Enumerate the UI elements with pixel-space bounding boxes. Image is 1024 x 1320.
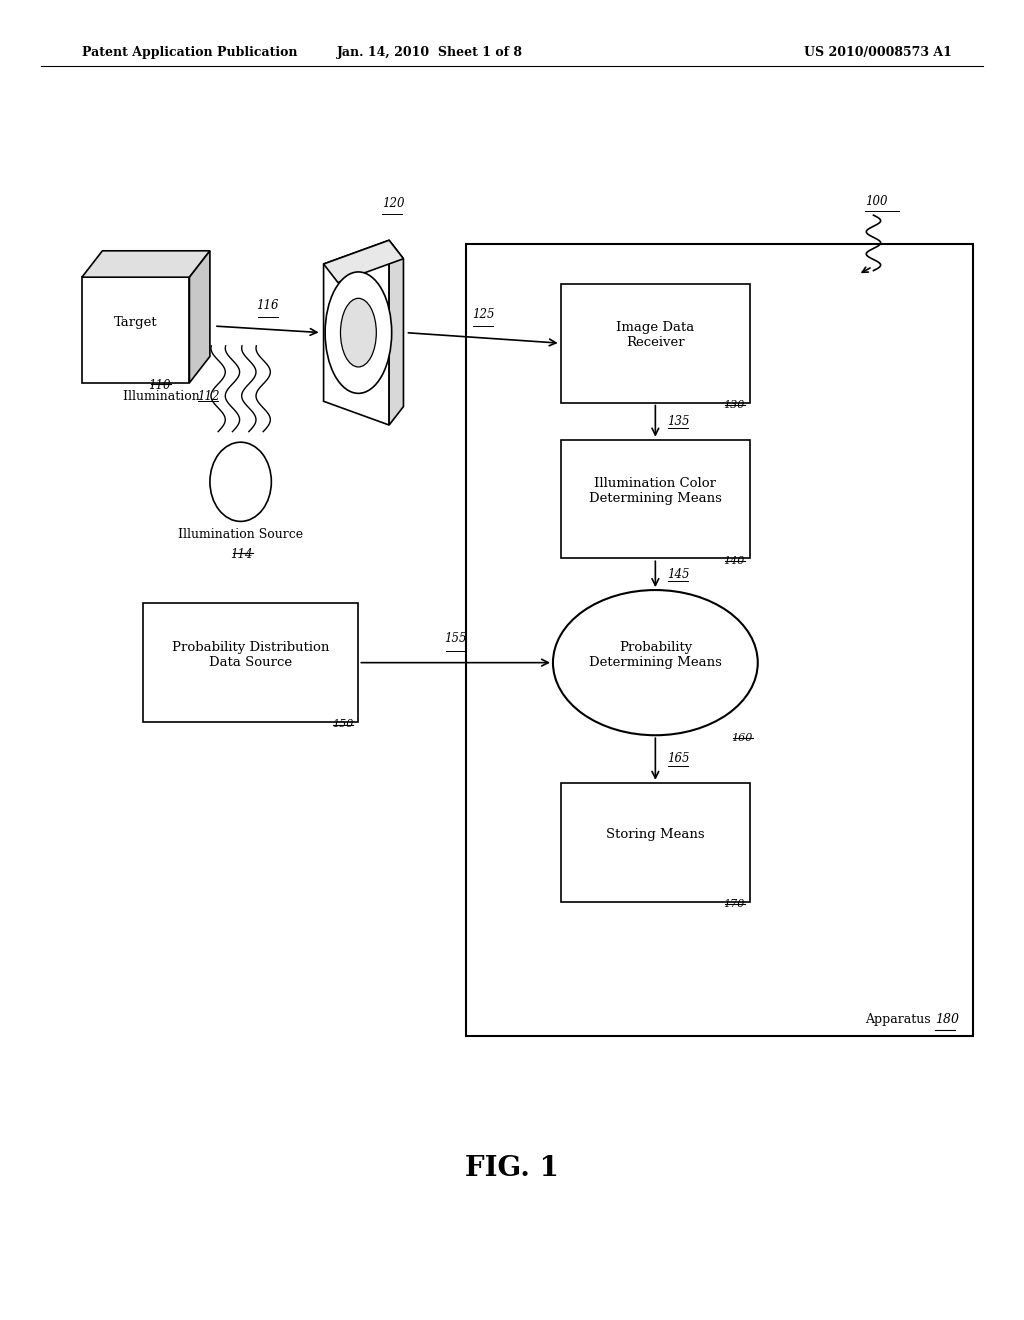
Polygon shape [82, 251, 210, 277]
Polygon shape [324, 240, 389, 425]
Text: Patent Application Publication: Patent Application Publication [82, 46, 297, 59]
Text: 140: 140 [724, 556, 745, 566]
Text: US 2010/0008573 A1: US 2010/0008573 A1 [805, 46, 952, 59]
FancyBboxPatch shape [561, 284, 750, 403]
Text: Illumination Source: Illumination Source [178, 528, 303, 541]
Text: Illumination Color
Determining Means: Illumination Color Determining Means [589, 477, 722, 506]
Text: 120: 120 [382, 197, 404, 210]
Text: 145: 145 [668, 568, 690, 581]
Text: Probability
Determining Means: Probability Determining Means [589, 640, 722, 669]
Text: 165: 165 [668, 752, 690, 766]
Text: Image Data
Receiver: Image Data Receiver [616, 321, 694, 350]
FancyBboxPatch shape [143, 603, 358, 722]
FancyBboxPatch shape [561, 783, 750, 902]
Text: 125: 125 [472, 308, 495, 321]
Polygon shape [82, 277, 189, 383]
Ellipse shape [326, 272, 391, 393]
Ellipse shape [340, 298, 377, 367]
Text: 150: 150 [332, 719, 353, 730]
Circle shape [210, 442, 271, 521]
Text: 100: 100 [865, 195, 888, 209]
Text: Target: Target [114, 315, 158, 329]
Text: 112: 112 [198, 389, 220, 403]
Text: 114: 114 [230, 548, 253, 561]
Text: Storing Means: Storing Means [606, 828, 705, 841]
Text: 155: 155 [444, 632, 467, 645]
Text: Probability Distribution
Data Source: Probability Distribution Data Source [172, 640, 330, 669]
FancyBboxPatch shape [561, 440, 750, 558]
Polygon shape [189, 251, 210, 383]
Text: 130: 130 [724, 400, 745, 411]
Polygon shape [324, 240, 403, 282]
Text: 110: 110 [148, 379, 171, 392]
FancyBboxPatch shape [466, 244, 973, 1036]
Text: Illumination: Illumination [123, 389, 204, 403]
Text: FIG. 1: FIG. 1 [465, 1155, 559, 1181]
Text: Jan. 14, 2010  Sheet 1 of 8: Jan. 14, 2010 Sheet 1 of 8 [337, 46, 523, 59]
Text: 116: 116 [257, 300, 279, 313]
Text: 160: 160 [731, 733, 753, 743]
Text: 170: 170 [724, 899, 745, 909]
Text: Apparatus: Apparatus [865, 1012, 935, 1026]
Ellipse shape [553, 590, 758, 735]
Text: 135: 135 [668, 414, 690, 428]
Text: 180: 180 [935, 1012, 958, 1026]
Polygon shape [389, 240, 403, 425]
